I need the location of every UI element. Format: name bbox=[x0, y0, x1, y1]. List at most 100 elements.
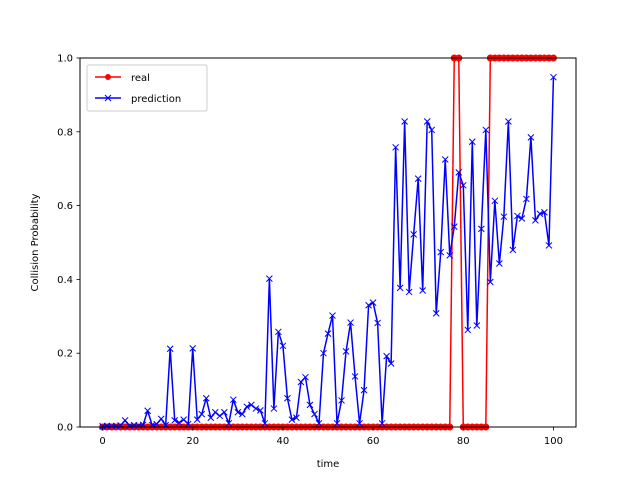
data-point-prediction bbox=[459, 181, 467, 189]
data-point-prediction bbox=[396, 284, 404, 292]
data-point-prediction bbox=[311, 410, 318, 418]
data-point-prediction bbox=[166, 345, 174, 353]
legend-label: real bbox=[131, 73, 150, 84]
y-axis-label: Collision Probability bbox=[30, 193, 41, 291]
data-point-prediction bbox=[121, 417, 129, 424]
data-point-prediction bbox=[198, 410, 206, 418]
data-point-prediction bbox=[419, 287, 427, 294]
data-point-prediction bbox=[514, 212, 521, 220]
data-point-prediction bbox=[225, 419, 233, 427]
data-point-prediction bbox=[432, 309, 440, 317]
y-tick-label: 0.6 bbox=[57, 201, 73, 212]
legend: real prediction bbox=[86, 64, 208, 112]
data-point-prediction bbox=[356, 419, 363, 427]
data-point-prediction bbox=[369, 299, 377, 307]
legend-label: prediction bbox=[131, 94, 181, 105]
data-point-prediction bbox=[302, 373, 309, 381]
data-point-prediction bbox=[234, 408, 242, 416]
data-point-prediction bbox=[446, 252, 454, 259]
data-point-prediction bbox=[329, 312, 336, 319]
data-point-prediction bbox=[243, 403, 251, 411]
data-point-prediction bbox=[189, 345, 197, 352]
y-tick-label: 0.8 bbox=[57, 127, 73, 138]
data-point-prediction bbox=[500, 213, 508, 221]
data-point-prediction bbox=[171, 417, 179, 424]
data-point-prediction bbox=[518, 215, 526, 222]
x-tick-label: 0 bbox=[99, 436, 105, 447]
data-point-prediction bbox=[333, 419, 341, 427]
data-point-prediction bbox=[423, 118, 431, 125]
y-tick-label: 1.0 bbox=[57, 54, 73, 65]
data-point-prediction bbox=[428, 126, 436, 134]
y-tick-label: 0.4 bbox=[57, 275, 73, 286]
data-point-prediction bbox=[347, 319, 354, 326]
data-point-prediction bbox=[532, 217, 539, 224]
data-point-prediction bbox=[374, 319, 381, 327]
data-point-prediction bbox=[279, 342, 287, 350]
data-point-prediction bbox=[270, 405, 278, 412]
x-tick-label: 20 bbox=[186, 436, 199, 447]
data-point-prediction bbox=[247, 401, 255, 409]
data-point-prediction bbox=[288, 416, 296, 423]
data-point-prediction bbox=[468, 138, 476, 146]
data-point-prediction bbox=[541, 208, 548, 216]
data-point-prediction bbox=[523, 195, 530, 203]
data-point-prediction bbox=[293, 414, 300, 422]
data-point-prediction bbox=[378, 419, 386, 427]
data-point-prediction bbox=[175, 419, 183, 426]
data-point-prediction bbox=[216, 412, 224, 420]
x-tick-label: 40 bbox=[277, 436, 290, 447]
data-point-prediction bbox=[184, 420, 192, 428]
data-point-prediction bbox=[157, 415, 165, 423]
data-point-prediction bbox=[455, 169, 463, 176]
data-point-prediction bbox=[207, 414, 215, 422]
data-point-prediction bbox=[550, 73, 557, 81]
data-point-prediction bbox=[202, 394, 210, 402]
data-point-prediction bbox=[261, 419, 269, 427]
data-point-prediction bbox=[464, 326, 472, 334]
data-point-prediction bbox=[482, 126, 490, 134]
data-point-prediction bbox=[392, 143, 399, 151]
data-point-prediction bbox=[220, 408, 228, 416]
x-tick-label: 60 bbox=[367, 436, 380, 447]
data-point-prediction bbox=[315, 419, 323, 427]
data-point-prediction bbox=[257, 407, 264, 414]
ticks-layer: 0 20 40 60 80 100 0.0 0.2 0.4 0.6 0.8 1.0 bbox=[57, 54, 563, 448]
data-point-prediction bbox=[383, 352, 390, 360]
data-point-prediction bbox=[437, 248, 445, 256]
legend-marker bbox=[104, 94, 112, 102]
data-point-prediction bbox=[144, 407, 151, 415]
legend-entry-prediction: prediction bbox=[95, 94, 181, 105]
data-point-prediction bbox=[320, 349, 327, 357]
data-point-prediction bbox=[252, 405, 260, 412]
x-axis-label: time bbox=[317, 459, 340, 470]
data-point-prediction bbox=[509, 246, 517, 254]
data-point-prediction bbox=[211, 408, 219, 416]
data-point-prediction bbox=[351, 373, 359, 380]
data-point-prediction bbox=[491, 197, 499, 205]
data-point-prediction bbox=[306, 401, 314, 409]
legend-entry-real: real bbox=[95, 73, 150, 84]
legend-marker bbox=[105, 74, 111, 80]
data-point-prediction bbox=[324, 330, 332, 337]
data-point-prediction bbox=[473, 322, 481, 329]
data-point-prediction bbox=[505, 118, 512, 125]
data-point-prediction bbox=[536, 210, 544, 218]
data-point-prediction bbox=[486, 278, 494, 286]
series-prediction bbox=[99, 73, 557, 430]
data-point-prediction bbox=[414, 175, 422, 183]
x-tick-label: 80 bbox=[457, 436, 470, 447]
data-point-prediction bbox=[275, 328, 282, 336]
x-tick-label: 100 bbox=[544, 436, 563, 447]
data-point-prediction bbox=[410, 231, 418, 238]
data-point-prediction bbox=[365, 301, 372, 309]
axes-frame bbox=[79, 57, 577, 428]
data-point-prediction bbox=[441, 156, 449, 163]
data-point-prediction bbox=[495, 260, 503, 267]
data-point-prediction bbox=[229, 396, 237, 404]
data-point-prediction bbox=[405, 288, 413, 296]
data-point-prediction bbox=[527, 133, 535, 141]
data-point-prediction bbox=[401, 118, 409, 125]
y-tick-label: 0.2 bbox=[57, 349, 73, 360]
data-point-prediction bbox=[387, 360, 395, 367]
